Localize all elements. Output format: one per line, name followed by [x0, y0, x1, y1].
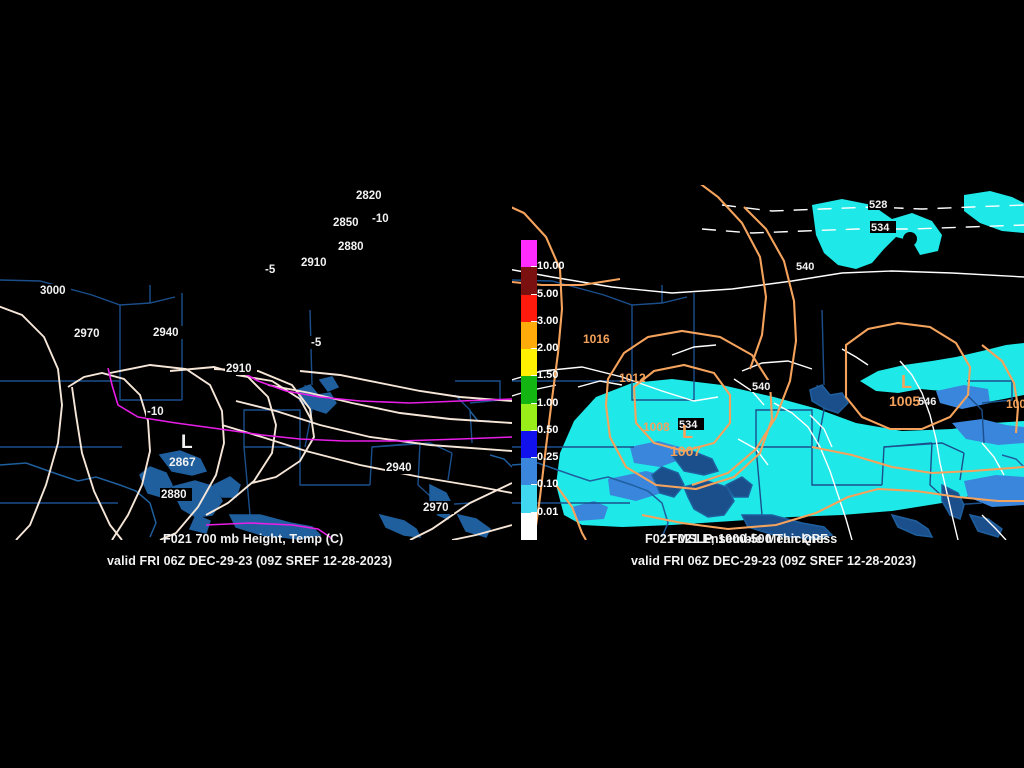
- svg-text:3000: 3000: [40, 285, 66, 297]
- svg-text:L: L: [901, 372, 912, 392]
- qpf-area-0p10-d: [936, 385, 990, 409]
- colorbar-tick-label: 0.50: [531, 424, 558, 436]
- panel-right-valid-time: valid FRI 06Z DEC-29-23 (09Z SREF 12-28-…: [631, 554, 917, 568]
- height-labels-left: 2820 2850 2880 2910 3000 2970 2940 2910 …: [39, 189, 454, 514]
- svg-text:-10: -10: [372, 213, 389, 225]
- svg-text:L: L: [682, 422, 693, 442]
- svg-text:540: 540: [752, 381, 770, 393]
- colorbar-tick-mark: [531, 375, 537, 377]
- forecast-panel-mslp-qpf: 528 534 540 540 534 546 1016 1012 1008 1…: [512, 185, 1024, 540]
- svg-text:-5: -5: [311, 337, 322, 349]
- panel-left-valid-time: valid FRI 06Z DEC-29-23 (09Z SREF 12-28-…: [107, 554, 393, 568]
- thickness-label-546: 546: [918, 396, 936, 408]
- height-contours-700mb: [0, 305, 512, 540]
- svg-text:2820: 2820: [356, 190, 382, 202]
- svg-text:2910: 2910: [226, 363, 252, 375]
- svg-text:-5: -5: [265, 264, 276, 276]
- svg-text:534: 534: [871, 222, 890, 234]
- svg-text:1007: 1007: [670, 443, 701, 459]
- svg-text:2970: 2970: [423, 502, 449, 514]
- mslp-low-centers: L 1007 L 1005: [670, 372, 920, 459]
- svg-text:1016: 1016: [583, 332, 610, 346]
- colorbar-segment: [521, 240, 537, 268]
- svg-text:1012: 1012: [619, 371, 646, 385]
- svg-text:L: L: [181, 432, 193, 453]
- map-canvas-mslp-qpf: 528 534 540 540 534 546 1016 1012 1008 1…: [512, 185, 1024, 540]
- svg-text:2940: 2940: [386, 462, 412, 474]
- colorbar-tick-label: 1.00: [531, 397, 558, 409]
- svg-text:528: 528: [869, 199, 887, 211]
- colorbar-tick-mark: [531, 348, 537, 350]
- qpf-area-north-0p01: [812, 199, 942, 269]
- svg-text:1005: 1005: [889, 393, 920, 409]
- svg-text:546: 546: [918, 396, 936, 408]
- panel-left-title: F021 700 mb Height, Temp (C): [163, 532, 344, 546]
- colorbar-segment: [521, 403, 537, 432]
- svg-text:2880: 2880: [161, 489, 187, 501]
- qpf-area-0p10-e: [952, 419, 1024, 445]
- colorbar-tick-mark: [531, 293, 537, 295]
- colorbar-tick-label: 0.10: [531, 479, 558, 490]
- svg-text:1004: 1004: [1006, 397, 1024, 411]
- map-canvas-700mb: 2820 2850 2880 2910 3000 2970 2940 2910 …: [0, 185, 512, 540]
- forecast-panel-700mb: 2820 2850 2880 2910 3000 2970 2940 2910 …: [0, 185, 512, 540]
- colorbar-tick-mark: [531, 320, 537, 322]
- colorbar-segment: [521, 349, 537, 377]
- colorbar-tick-mark: [531, 457, 537, 459]
- colorbar-tick-label: 5.00: [531, 288, 558, 300]
- colorbar-tick-label: 0.25: [531, 452, 558, 463]
- temperature-labels-left: -10 -5 -5 -10: [146, 212, 391, 418]
- qpf-hole: [903, 232, 917, 246]
- panel-right-title-mslp: F021 MSLP, 1000-500 Thickness: [645, 532, 838, 546]
- colorbar-segment: [521, 458, 537, 486]
- colorbar-tick-label: 3.00: [531, 315, 558, 327]
- colorbar-segment: [521, 512, 537, 541]
- svg-text:540: 540: [796, 261, 814, 273]
- colorbar-segment: [521, 485, 537, 514]
- colorbar-segment: [521, 321, 537, 350]
- low-center-700mb: L 2867: [169, 432, 196, 469]
- svg-text:2850: 2850: [333, 217, 359, 229]
- colorbar-tick-label: 0.01: [531, 506, 558, 518]
- colorbar-tick-mark: [531, 266, 537, 268]
- svg-text:2880: 2880: [338, 241, 364, 253]
- qpf-area-0p10-c: [572, 501, 608, 521]
- svg-text:2940: 2940: [153, 327, 179, 339]
- colorbar-tick-mark: [531, 484, 537, 486]
- colorbar-segment: [521, 376, 537, 405]
- colorbar-tick-label: 2.00: [531, 343, 558, 354]
- svg-text:2910: 2910: [301, 257, 327, 269]
- colorbar-tick-label: 10.00: [531, 261, 565, 272]
- qpf-colorbar: [521, 240, 537, 541]
- svg-text:-10: -10: [147, 406, 164, 418]
- qpf-area-ne-0p01: [860, 343, 1024, 403]
- temperature-contours-700mb: [107, 367, 512, 540]
- thickness-labels: 528 534 540 540 534: [678, 198, 896, 431]
- panel-right-title-qpf: F021 Ensemble Mean QPF: [670, 532, 828, 546]
- svg-text:1008: 1008: [643, 420, 670, 434]
- svg-text:534: 534: [679, 419, 698, 431]
- mslp-contours: [512, 185, 1024, 540]
- svg-text:2970: 2970: [74, 328, 100, 340]
- qpf-area-far-ne: [964, 191, 1024, 233]
- colorbar-tick-mark: [531, 429, 537, 431]
- svg-text:2867: 2867: [169, 455, 196, 469]
- qpf-colorbar-ticks: 10.00 5.00 3.00 2.00 1.50 1.00 0.50 0.25 0.10 0.0…: [531, 240, 597, 542]
- colorbar-segment: [521, 294, 537, 323]
- colorbar-tick-label: 1.50: [531, 370, 558, 381]
- colorbar-segment: [521, 430, 537, 459]
- state-borders-right: [512, 279, 1013, 516]
- mslp-labels: 1016 1012 1008 1004: [583, 332, 1024, 434]
- colorbar-tick-mark: [531, 511, 537, 513]
- thickness-contours: [512, 204, 1024, 540]
- colorbar-segment: [521, 267, 537, 296]
- colorbar-tick-mark: [531, 402, 537, 404]
